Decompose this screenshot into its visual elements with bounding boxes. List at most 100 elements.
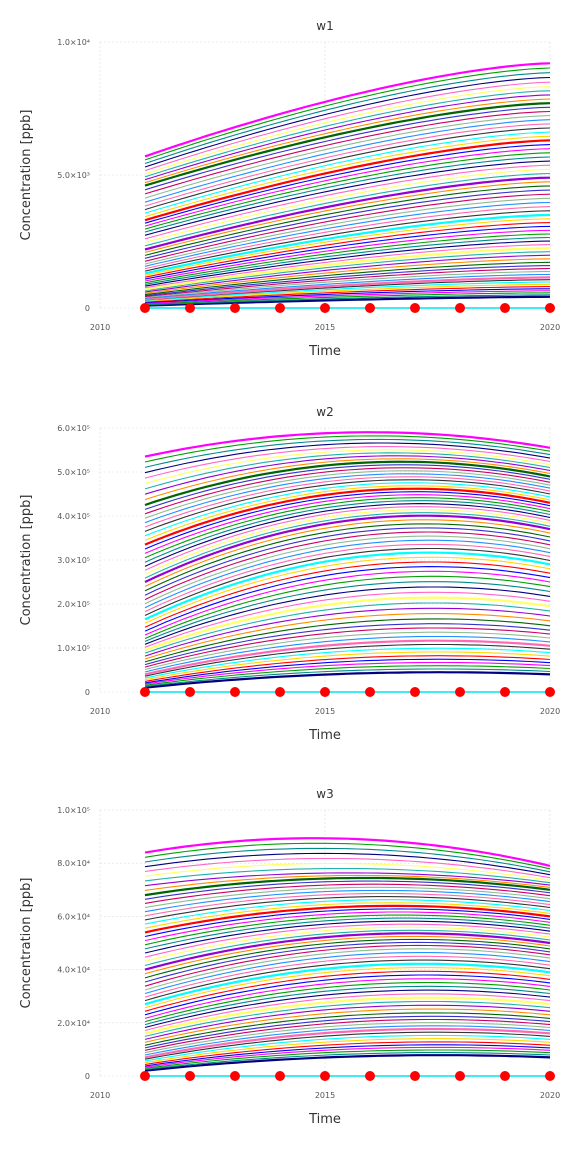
series-line-0	[144, 295, 551, 307]
series-line-40	[144, 503, 551, 567]
observation-point-0	[140, 303, 150, 313]
observation-point-0	[140, 1071, 150, 1081]
series-line-26	[144, 218, 551, 276]
series-line-16	[144, 254, 551, 293]
series-line-7	[144, 647, 551, 679]
series-line-61	[144, 438, 551, 468]
series-line-46	[144, 135, 551, 218]
series-line-41	[144, 156, 551, 233]
series-line-17	[144, 602, 551, 654]
x-tick-label-0: 2010	[90, 1091, 110, 1100]
series-line-22	[144, 981, 551, 1023]
series-line-30	[144, 201, 551, 267]
series-line-55	[144, 458, 551, 501]
series-line-26	[144, 556, 551, 624]
series-line-31	[144, 948, 551, 991]
observation-point-5	[365, 687, 375, 697]
x-axis-label-w1: Time	[308, 344, 341, 359]
series-line-55	[144, 98, 551, 184]
series-line-3	[144, 661, 551, 685]
series-line-57	[144, 90, 551, 178]
series-line-49	[144, 476, 551, 528]
observation-point-1	[185, 1071, 195, 1081]
series-line-52	[144, 467, 551, 515]
series-line-13	[144, 265, 551, 297]
series-line-9	[144, 639, 551, 676]
series-line-37	[144, 172, 551, 247]
y-tick-label-3: 6.0×10⁴	[57, 912, 90, 921]
observation-point-6	[410, 687, 420, 697]
y-tick-label-6: 6.0×10⁵	[57, 424, 90, 433]
series-line-60	[144, 76, 551, 168]
series-line-0	[144, 1054, 551, 1072]
series-line-31	[144, 197, 551, 265]
series-line-31	[144, 535, 551, 605]
series-line-24	[144, 974, 551, 1016]
series-line-17	[144, 251, 551, 292]
series-line-54	[144, 876, 551, 897]
series-line-8	[144, 643, 551, 677]
series-line-41	[144, 500, 551, 563]
series-line-50	[144, 119, 551, 203]
series-line-23	[144, 570, 551, 636]
series-line-61	[144, 72, 551, 165]
series-line-5	[144, 1041, 551, 1066]
series-line-1	[144, 294, 551, 306]
series-line-32	[144, 531, 551, 601]
series-line-58	[144, 86, 551, 175]
series-line-21	[144, 236, 551, 285]
series-line-6	[144, 283, 551, 302]
observation-point-9	[545, 303, 555, 313]
series-line-63	[144, 837, 551, 867]
x-tick-label-1: 2015	[315, 707, 335, 716]
series-line-18	[144, 996, 551, 1035]
observation-point-4	[320, 303, 330, 313]
y-tick-label-1: 1.0×10⁵	[57, 644, 90, 653]
series-line-53	[144, 464, 551, 510]
series-line-23	[144, 978, 551, 1019]
series-line-39	[144, 506, 551, 571]
series-line-15	[144, 1008, 551, 1043]
series-line-35	[144, 935, 551, 975]
series-line-25	[144, 970, 551, 1012]
y-axis-label-w3: Concentration [ppb]	[19, 878, 34, 1009]
series-line-58	[144, 449, 551, 485]
panel-w3: w3 Time Concentration [ppb] 2010 2015 2020…	[19, 787, 560, 1127]
series-line-28	[144, 547, 551, 616]
observation-point-3	[275, 1071, 285, 1081]
series-line-56	[144, 872, 551, 887]
x-ticks-w3: 2010 2015 2020	[90, 1091, 560, 1100]
series-line-50	[144, 889, 551, 913]
series-line-33	[144, 189, 551, 259]
y-tick-label-2: 4.0×10⁴	[57, 966, 90, 975]
series-line-16	[144, 1004, 551, 1040]
observation-points-w3	[140, 1071, 555, 1081]
series-line-29	[144, 543, 551, 613]
chart-title-w2: w2	[316, 405, 333, 419]
series-line-11	[144, 270, 551, 298]
series-line-15	[144, 258, 551, 294]
series-line-3	[144, 290, 550, 304]
series-line-63	[144, 431, 551, 458]
y-tick-label-4: 4.0×10⁵	[57, 512, 90, 521]
series-lines-w3	[144, 837, 551, 1077]
series-line-54	[144, 460, 551, 507]
x-tick-label-2: 2020	[540, 1091, 560, 1100]
series-line-53	[144, 106, 551, 191]
series-line-52	[144, 110, 551, 195]
y-tick-label-1: 5.0×10³	[57, 171, 90, 180]
series-line-6	[144, 651, 551, 681]
series-line-32	[144, 193, 551, 262]
series-line-33	[144, 941, 551, 983]
series-line-38	[144, 509, 551, 575]
series-line-35	[144, 181, 551, 253]
series-line-16	[144, 607, 551, 657]
observation-point-9	[545, 1071, 555, 1081]
series-line-61	[144, 847, 551, 873]
series-line-56	[144, 94, 551, 181]
series-line-57	[144, 867, 551, 884]
series-line-0	[144, 671, 551, 689]
series-line-48	[144, 479, 551, 532]
y-tick-label-5: 5.0×10⁵	[57, 468, 90, 477]
